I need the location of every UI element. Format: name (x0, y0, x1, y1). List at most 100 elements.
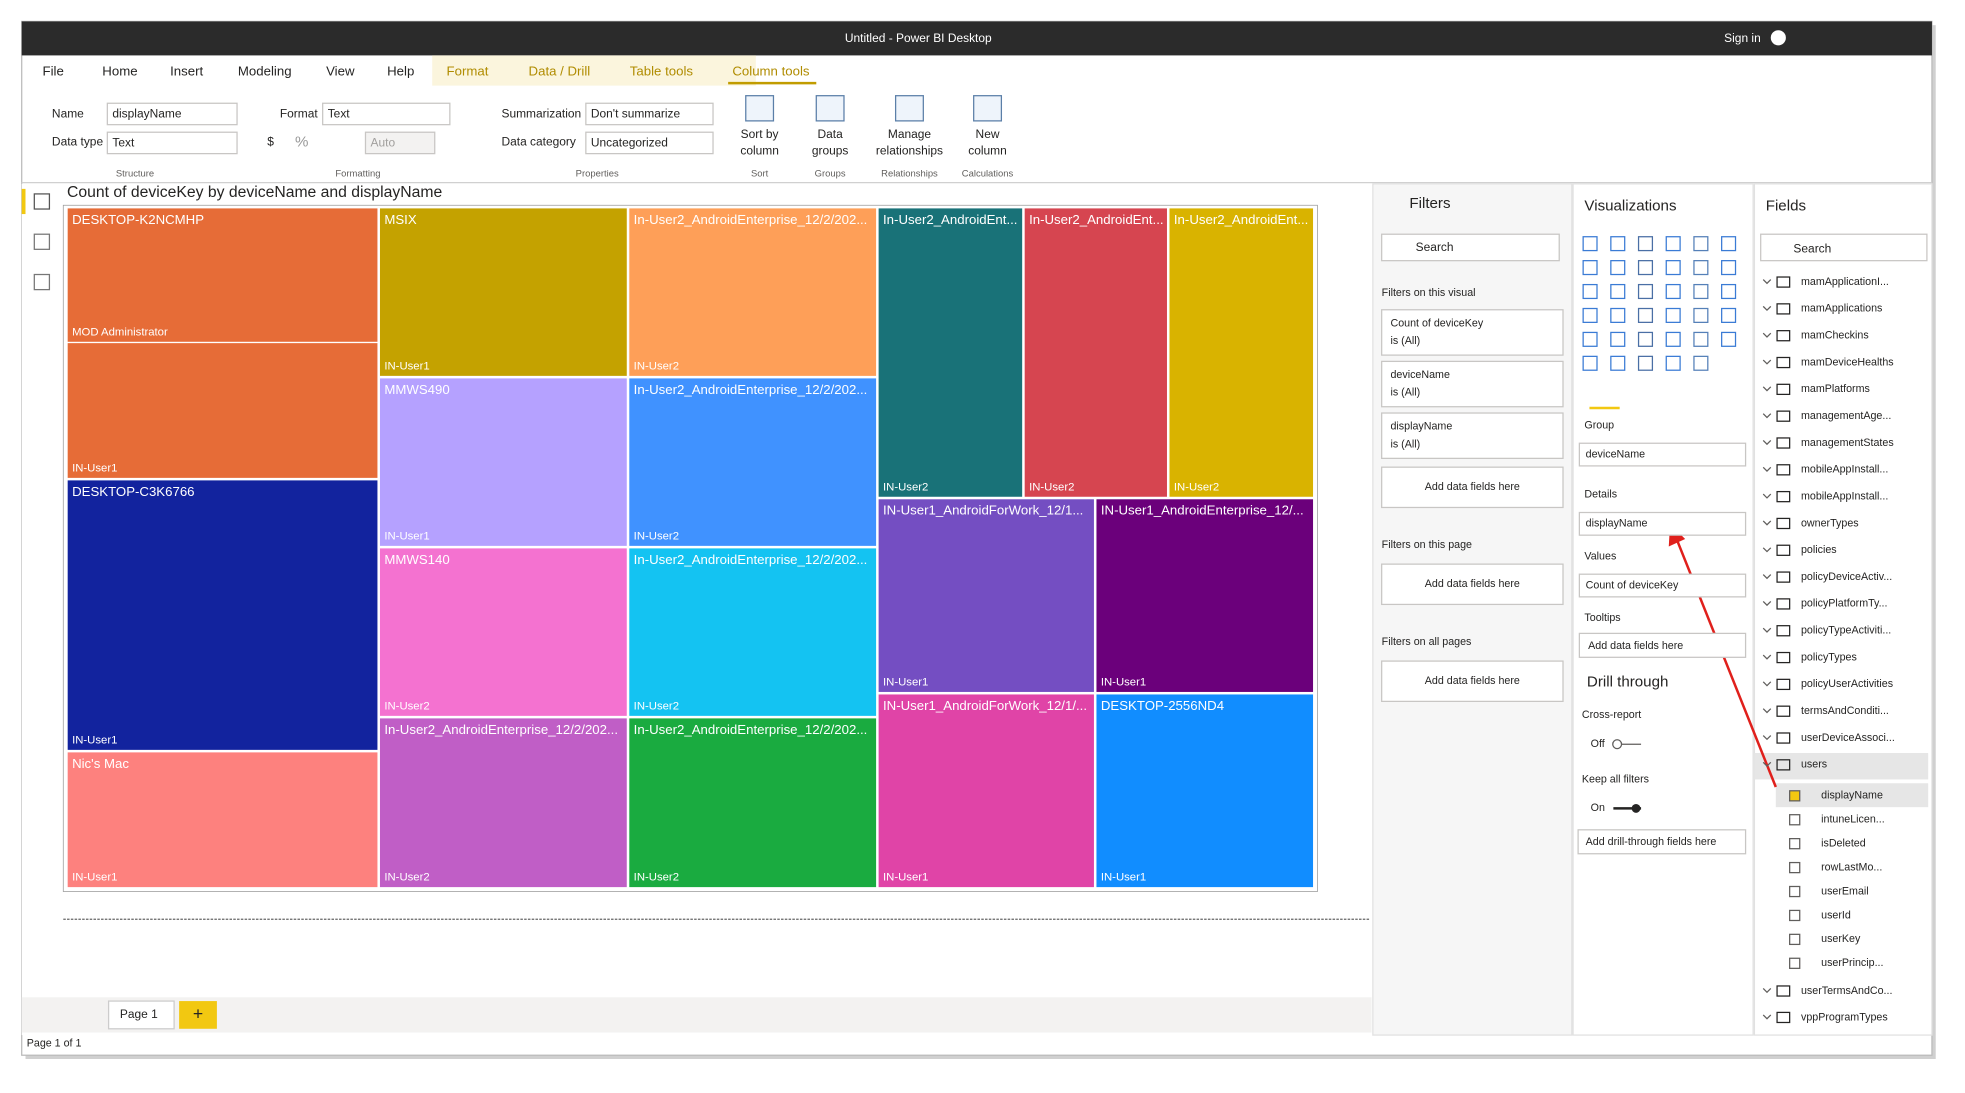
chevron[interactable] (1762, 279, 1772, 285)
viz-type-icon[interactable] (1721, 236, 1737, 252)
viz-type-icon[interactable] (1721, 283, 1737, 300)
treemap-tile[interactable] (66, 479, 379, 752)
treemap-tile[interactable] (877, 693, 1096, 889)
drop-zone[interactable] (1578, 632, 1747, 658)
viz-type-icon[interactable] (1665, 236, 1681, 252)
treemap-tile[interactable] (628, 377, 878, 548)
viz-type-icon[interactable] (1582, 236, 1598, 252)
treemap-tile[interactable] (66, 207, 379, 344)
viz-type-icon[interactable] (1637, 307, 1654, 323)
treemap-tile[interactable] (1095, 693, 1315, 889)
add-page[interactable] (179, 1001, 217, 1029)
drop-zone[interactable] (1381, 466, 1564, 509)
viz-type-icon[interactable] (1693, 331, 1709, 347)
viz-type-icon[interactable] (1693, 236, 1709, 252)
checkbox[interactable] (1789, 909, 1801, 922)
data-icon[interactable] (33, 233, 51, 250)
chevron[interactable] (1762, 493, 1772, 499)
filter-card[interactable] (1381, 360, 1564, 408)
checkbox[interactable] (1789, 957, 1801, 969)
treemap-tile[interactable] (66, 341, 379, 480)
treemap-tile[interactable] (628, 547, 878, 718)
name-input[interactable] (106, 102, 238, 126)
avatar[interactable] (1770, 30, 1786, 46)
chevron[interactable] (1762, 761, 1772, 767)
viz-type-icon[interactable] (1693, 283, 1709, 300)
viz-type-icon[interactable] (1582, 355, 1598, 371)
treemap-tile[interactable] (378, 717, 629, 889)
ribbon-icon[interactable] (894, 95, 924, 122)
treemap-tile[interactable] (1023, 207, 1169, 499)
checkbox[interactable] (1789, 933, 1801, 946)
summarization-dropdown[interactable] (585, 102, 714, 126)
viz-type-icon[interactable] (1610, 355, 1626, 371)
viz-type-icon[interactable] (1665, 283, 1681, 300)
ribbon-icon[interactable] (745, 95, 775, 122)
chevron[interactable] (1762, 547, 1772, 553)
chevron[interactable] (1762, 654, 1772, 660)
chevron[interactable] (1762, 574, 1772, 580)
ribbon-icon[interactable] (815, 95, 845, 122)
viz-type-icon[interactable] (1721, 331, 1737, 347)
viz-type-icon[interactable] (1721, 260, 1737, 276)
treemap-tile[interactable] (378, 207, 629, 378)
treemap-tile[interactable] (378, 377, 629, 548)
viz-type-icon[interactable] (1610, 260, 1626, 276)
chevron[interactable] (1762, 681, 1772, 687)
chevron[interactable] (1762, 627, 1772, 633)
category-dropdown[interactable] (585, 131, 714, 155)
viz-type-icon[interactable] (1693, 260, 1709, 276)
well-field[interactable] (1578, 573, 1747, 598)
checkbox[interactable] (1789, 838, 1801, 850)
viz-type-icon[interactable] (1693, 355, 1709, 371)
viz-type-icon[interactable] (1693, 307, 1709, 323)
viz-type-icon[interactable] (1637, 331, 1654, 347)
treemap-tile[interactable] (66, 751, 379, 889)
chevron[interactable] (1762, 988, 1772, 994)
viz-type-icon[interactable] (1582, 307, 1598, 323)
chevron[interactable] (1762, 466, 1772, 472)
format-dropdown[interactable] (322, 102, 451, 126)
viz-type-icon[interactable] (1582, 260, 1598, 276)
checkbox[interactable] (1789, 861, 1801, 874)
chevron[interactable] (1762, 359, 1772, 365)
treemap-tile[interactable] (877, 498, 1096, 694)
treemap-tile[interactable] (628, 207, 878, 378)
well-field[interactable] (1578, 442, 1747, 467)
report-icon[interactable] (33, 193, 51, 210)
viz-type-icon[interactable] (1610, 236, 1626, 252)
chevron[interactable] (1762, 413, 1772, 419)
treemap-tile[interactable] (877, 207, 1024, 499)
viz-type-icon[interactable] (1721, 307, 1737, 323)
viz-type-icon[interactable] (1637, 355, 1654, 371)
viz-type-icon[interactable] (1637, 236, 1654, 252)
ribbon-icon[interactable] (973, 95, 1003, 122)
chevron[interactable] (1762, 332, 1772, 338)
search-box[interactable] (1760, 233, 1928, 262)
filter-card[interactable] (1381, 309, 1564, 356)
drop-zone[interactable] (1577, 829, 1747, 855)
viz-type-icon[interactable] (1582, 283, 1598, 300)
well-field[interactable] (1578, 511, 1747, 536)
viz-type-icon[interactable] (1665, 331, 1681, 347)
treemap-tile[interactable] (378, 547, 629, 718)
chevron[interactable] (1762, 440, 1772, 446)
checkbox[interactable] (1789, 790, 1801, 802)
model-icon[interactable] (33, 273, 51, 291)
viz-type-icon[interactable] (1582, 331, 1598, 347)
chevron[interactable] (1762, 1014, 1772, 1020)
checkbox[interactable] (1789, 814, 1801, 826)
chevron[interactable] (1762, 708, 1772, 714)
page-tab[interactable] (107, 1000, 175, 1030)
datatype-dropdown[interactable] (106, 131, 238, 155)
viz-type-icon[interactable] (1610, 331, 1626, 347)
chevron[interactable] (1762, 520, 1772, 526)
treemap-tile[interactable] (1168, 207, 1315, 499)
chevron[interactable] (1762, 735, 1772, 741)
treemap-tile[interactable] (1095, 498, 1315, 694)
viz-type-icon[interactable] (1665, 307, 1681, 323)
viz-type-icon[interactable] (1665, 260, 1681, 276)
treemap-tile[interactable] (628, 717, 878, 889)
filter-card[interactable] (1381, 412, 1564, 459)
viz-type-icon[interactable] (1610, 283, 1626, 300)
